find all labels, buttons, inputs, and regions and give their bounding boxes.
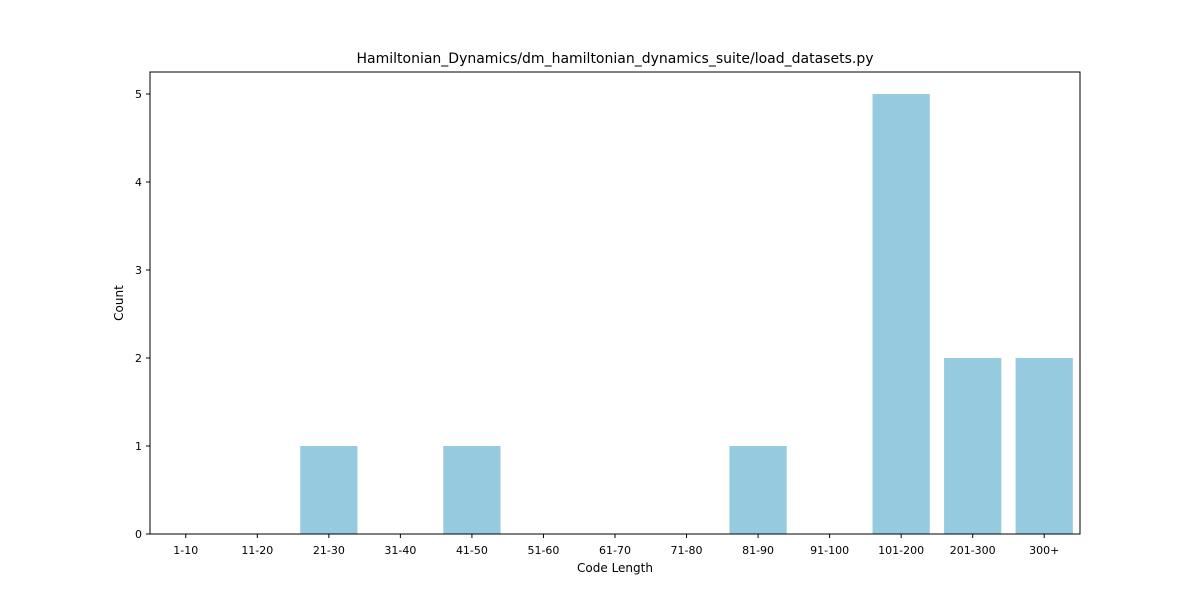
x-tick-label: 11-20 bbox=[241, 544, 273, 557]
x-tick-label: 71-80 bbox=[671, 544, 703, 557]
y-tick-label: 2 bbox=[135, 352, 142, 365]
x-tick-label: 81-90 bbox=[742, 544, 774, 557]
x-tick-label: 41-50 bbox=[456, 544, 488, 557]
bar-201-300 bbox=[944, 358, 1002, 534]
plot-frame bbox=[149, 71, 1081, 535]
x-tick-label: 31-40 bbox=[384, 544, 416, 557]
y-tick-label: 3 bbox=[135, 264, 142, 277]
y-tick-label: 0 bbox=[135, 528, 142, 541]
x-tick-label: 201-300 bbox=[950, 544, 996, 557]
bar-81-90 bbox=[729, 446, 787, 534]
chart-title: Hamiltonian_Dynamics/dm_hamiltonian_dyna… bbox=[357, 51, 874, 67]
bar-300+ bbox=[1015, 358, 1073, 534]
x-tick-label: 101-200 bbox=[878, 544, 924, 557]
bar-21-30 bbox=[300, 446, 358, 534]
x-axis-ticks: 1-10 11-20 21-30 31-40 41-50 51-60 61-70 71-80 8… bbox=[173, 534, 1059, 557]
y-axis-label: Count bbox=[112, 285, 126, 321]
x-axis-label: Code Length bbox=[577, 561, 653, 575]
x-tick-label: 91-100 bbox=[810, 544, 849, 557]
x-tick-label: 51-60 bbox=[527, 544, 559, 557]
x-tick-label: 300+ bbox=[1029, 544, 1059, 557]
bar-41-50 bbox=[443, 446, 501, 534]
y-tick-label: 5 bbox=[135, 88, 142, 101]
bar-101-200 bbox=[872, 94, 930, 534]
x-tick-label: 1-10 bbox=[173, 544, 198, 557]
y-axis-ticks: 0 1 2 3 4 5 bbox=[135, 88, 150, 541]
x-tick-label: 61-70 bbox=[599, 544, 631, 557]
bars-group bbox=[300, 94, 1073, 534]
y-tick-label: 4 bbox=[135, 176, 142, 189]
x-tick-label: 21-30 bbox=[313, 544, 345, 557]
y-tick-label: 1 bbox=[135, 440, 142, 453]
